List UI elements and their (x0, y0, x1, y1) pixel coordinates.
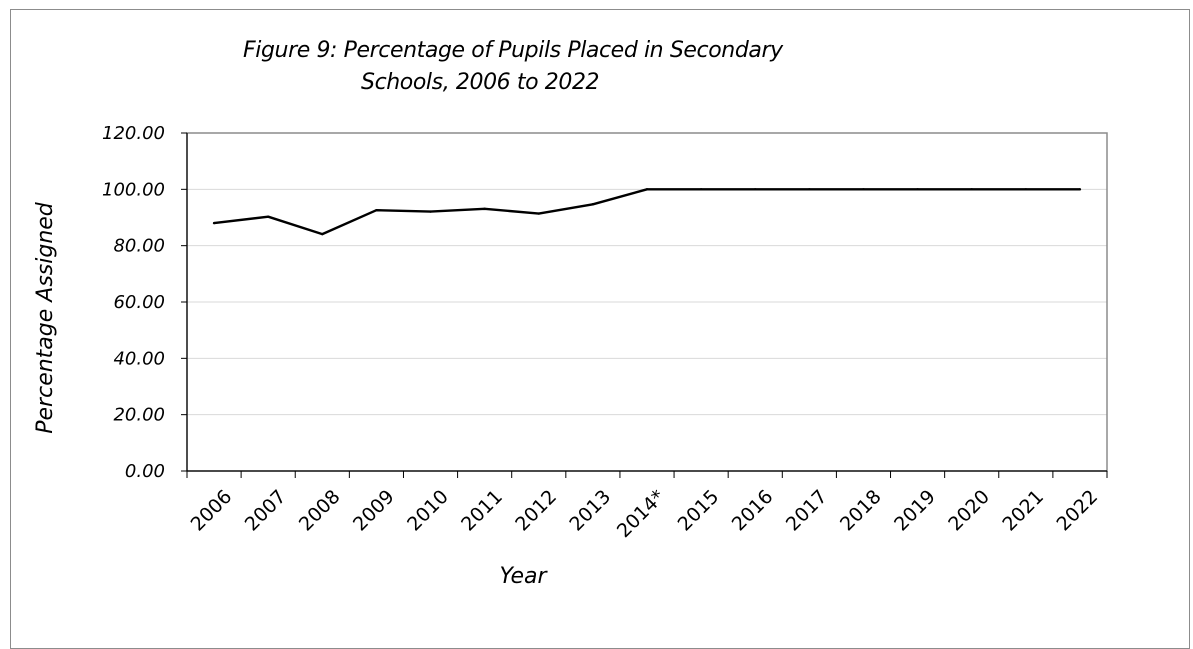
data-point (699, 188, 703, 191)
x-tick-label: 2008 (295, 486, 345, 536)
x-tick-label: 2011 (457, 486, 507, 536)
data-point (591, 203, 595, 206)
y-tick-label: 40.00 (113, 348, 165, 369)
data-point (321, 232, 324, 236)
data-point (1078, 188, 1082, 191)
data-point (429, 210, 432, 213)
x-tick-label: 2015 (674, 486, 724, 536)
axes (181, 132, 1108, 478)
x-axis-title: Year (499, 564, 548, 589)
y-tick-label: 0.00 (125, 461, 165, 482)
x-tick-label: 2016 (728, 486, 778, 536)
line-chart: 0.00 20.00 40.00 60.00 80.00 100.00 120.00 200… (33, 123, 1108, 589)
series-line-path (213, 188, 1080, 236)
x-tick-label: 2021 (998, 486, 1048, 536)
x-tick-label: 2018 (836, 486, 886, 536)
y-tick-labels: 0.00 20.00 40.00 60.00 80.00 100.00 120.00 (102, 123, 165, 482)
x-tick-label: 2020 (944, 486, 994, 536)
y-tick-label: 20.00 (113, 405, 165, 426)
data-point (537, 212, 540, 215)
series-line (212, 188, 1082, 236)
data-point (645, 188, 649, 191)
x-tick-label: 2022 (1052, 486, 1102, 536)
data-point (862, 188, 865, 191)
x-tick-label: 2013 (565, 486, 615, 536)
data-point (970, 188, 973, 191)
x-tick-label: 2017 (782, 486, 832, 536)
data-point (483, 207, 486, 210)
y-tick-label: 100.00 (102, 179, 165, 200)
data-point (754, 188, 757, 191)
chart-title-line-1: Figure 9: Percentage of Pupils Placed in… (243, 38, 783, 63)
x-tick-label: 2006 (187, 486, 237, 536)
x-tick-label: 2012 (511, 486, 561, 536)
y-tick-label: 120.00 (102, 123, 165, 144)
x-tick-label: 2019 (890, 486, 940, 536)
data-point (212, 221, 216, 225)
data-point (916, 188, 919, 191)
data-point (266, 215, 270, 218)
chart-title-line-2: Schools, 2006 to 2022 (361, 70, 600, 95)
x-tick-label: 2007 (241, 486, 291, 536)
y-tick-label: 60.00 (113, 292, 165, 313)
y-tick-label: 80.00 (113, 236, 165, 257)
x-tick-label: 2009 (349, 486, 399, 536)
data-point (375, 208, 378, 212)
x-tick-label: 2010 (403, 486, 453, 536)
gridlines (187, 188, 1107, 416)
y-axis-title: Percentage Assigned (33, 201, 58, 434)
x-tick-label: 2014* (613, 486, 669, 542)
data-point (808, 188, 811, 191)
data-point (1024, 188, 1028, 191)
